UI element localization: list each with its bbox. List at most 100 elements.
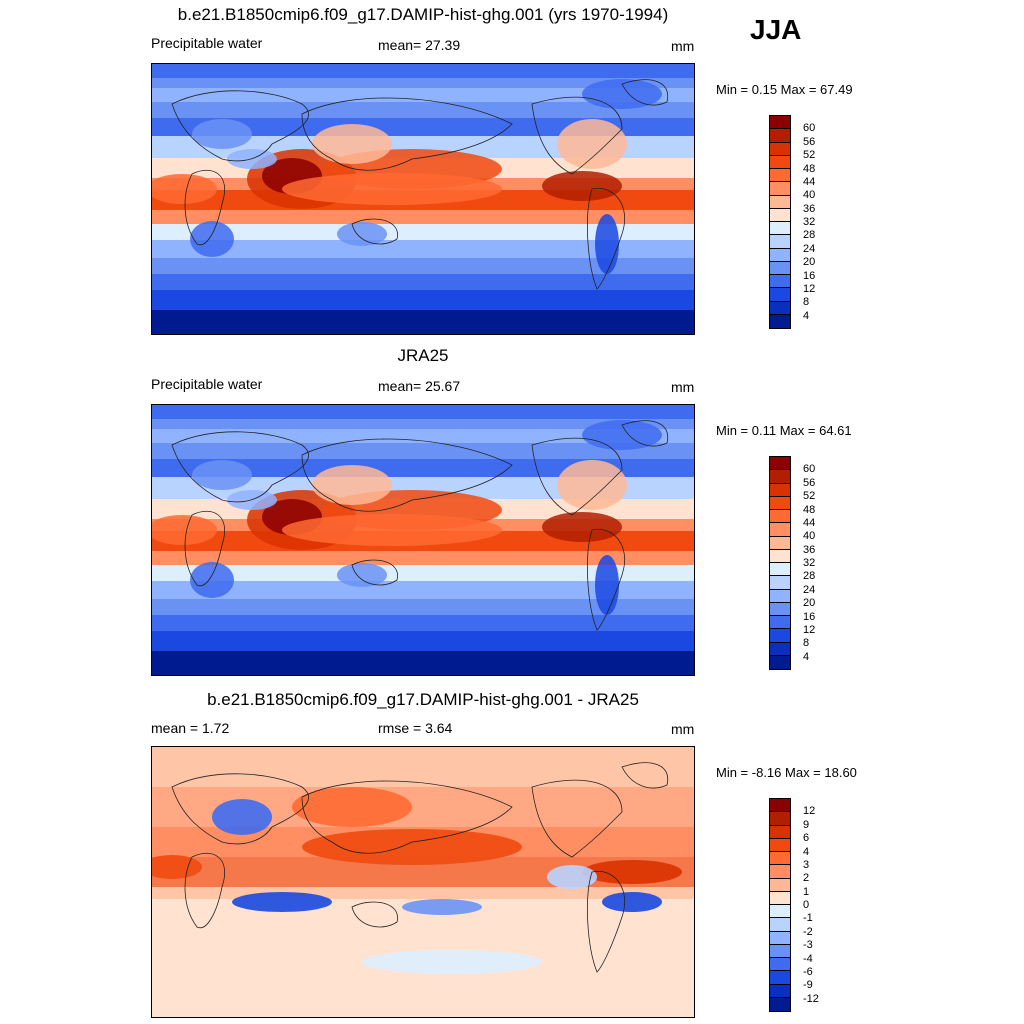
panel-1-mean-label: mean= 27.39	[378, 37, 461, 53]
colorbar-box	[770, 812, 790, 826]
panel-3-map-field	[152, 747, 694, 1017]
colorbar-box	[770, 852, 790, 866]
colorbar-tick-label: -9	[803, 979, 813, 992]
colorbar-tick-label: 8	[803, 296, 810, 309]
panel-3-units: mm	[671, 721, 695, 737]
colorbar-box	[770, 470, 790, 484]
colorbar-tick-label: 56	[803, 135, 816, 148]
colorbar-tick-label: 4	[803, 309, 810, 322]
colorbar-tick-label: 9	[803, 818, 810, 831]
colorbar-tick-label: 36	[803, 202, 816, 215]
colorbar-box	[770, 589, 790, 603]
colorbar-box	[770, 169, 790, 183]
colorbar-box	[770, 288, 790, 302]
colorbar-tick-label: 28	[803, 229, 816, 242]
panel-2-map	[151, 404, 695, 676]
colorbar-box	[770, 496, 790, 510]
colorbar-tick-label: 40	[803, 530, 816, 543]
colorbar-tick-label: 36	[803, 543, 816, 556]
colorbar-box	[770, 195, 790, 209]
colorbar-tick-label: 48	[803, 162, 816, 175]
colorbar-box	[770, 536, 790, 550]
panel-1-variable-label: Precipitable water	[151, 35, 263, 51]
colorbar-tick-label: -2	[803, 925, 813, 938]
panel-3-minmax: Min = -8.16 Max = 18.60	[716, 765, 857, 780]
colorbar-tick-label: 32	[803, 216, 816, 228]
colorbar-tick-label: 44	[803, 516, 816, 529]
season-label: JJA	[750, 14, 802, 45]
colorbar-tick-label: -12	[803, 992, 819, 1005]
colorbar-box	[770, 129, 790, 143]
colorbar-tick-label: 24	[803, 583, 816, 596]
colorbar-box	[770, 576, 790, 590]
colorbar-box	[770, 314, 790, 328]
colorbar-tick-label: 16	[803, 610, 816, 623]
panel-3-colorbar	[769, 798, 791, 1012]
panel-1-colorbar	[769, 115, 791, 329]
colorbar-box	[770, 629, 790, 643]
colorbar-tick-label: 24	[803, 242, 816, 255]
colorbar-box	[770, 997, 790, 1011]
colorbar-tick-label: 1	[803, 885, 810, 898]
colorbar-box	[770, 301, 790, 315]
colorbar-box	[770, 944, 790, 958]
panel-2-colorbar	[769, 456, 791, 670]
colorbar-box	[770, 931, 790, 945]
colorbar-tick-label: 44	[803, 175, 816, 188]
colorbar-tick-label: 12	[803, 623, 816, 636]
colorbar-box	[770, 971, 790, 985]
colorbar-tick-label: 60	[803, 122, 816, 135]
panel-2-mean-label: mean= 25.67	[378, 378, 461, 394]
panel-2-title: JRA25	[397, 346, 449, 365]
panel-2-units: mm	[671, 379, 695, 395]
colorbar-box	[770, 642, 790, 656]
panel-1-units: mm	[671, 38, 695, 54]
colorbar-box	[770, 483, 790, 497]
colorbar-box	[770, 825, 790, 839]
colorbar-box	[770, 510, 790, 524]
colorbar-box	[770, 523, 790, 537]
colorbar-box	[770, 838, 790, 852]
colorbar-box	[770, 222, 790, 236]
panel-2-map-field	[152, 405, 694, 675]
colorbar-box	[770, 457, 790, 471]
colorbar-tick-label: 4	[803, 650, 810, 663]
colorbar-box	[770, 261, 790, 275]
colorbar-tick-label: -3	[803, 939, 813, 952]
panel-3-title: b.e21.B1850cmip6.f09_g17.DAMIP-hist-ghg.…	[207, 690, 639, 709]
panel-1-map	[151, 63, 695, 335]
colorbar-box	[770, 905, 790, 919]
panel-2-variable-label: Precipitable water	[151, 376, 263, 392]
colorbar-tick-label: 52	[803, 149, 816, 162]
colorbar-box	[770, 208, 790, 222]
panel-1-minmax: Min = 0.15 Max = 67.49	[716, 82, 853, 97]
colorbar-box	[770, 958, 790, 972]
colorbar-tick-label: -4	[803, 952, 813, 965]
colorbar-box	[770, 891, 790, 905]
colorbar-box	[770, 563, 790, 577]
colorbar-tick-label: 0	[803, 899, 810, 911]
colorbar-tick-label: -1	[803, 912, 813, 925]
colorbar-box	[770, 235, 790, 249]
colorbar-tick-label: 40	[803, 189, 816, 202]
colorbar-box	[770, 549, 790, 563]
colorbar-box	[770, 155, 790, 169]
colorbar-box	[770, 602, 790, 616]
colorbar-box	[770, 275, 790, 289]
colorbar-box	[770, 182, 790, 196]
colorbar-box	[770, 616, 790, 630]
panel-3-rmse-label: rmse = 3.64	[378, 720, 453, 736]
colorbar-tick-label: 12	[803, 282, 816, 295]
colorbar-box	[770, 984, 790, 998]
colorbar-tick-label: 2	[803, 872, 810, 885]
panel-2-minmax: Min = 0.11 Max = 64.61	[716, 423, 852, 438]
colorbar-box	[770, 799, 790, 813]
colorbar-tick-label: 48	[803, 503, 816, 516]
colorbar-tick-label: 8	[803, 637, 810, 650]
colorbar-box	[770, 865, 790, 879]
colorbar-box	[770, 918, 790, 932]
colorbar-tick-label: 56	[803, 476, 816, 489]
colorbar-tick-label: 4	[803, 845, 810, 858]
colorbar-box	[770, 116, 790, 130]
colorbar-box	[770, 655, 790, 669]
